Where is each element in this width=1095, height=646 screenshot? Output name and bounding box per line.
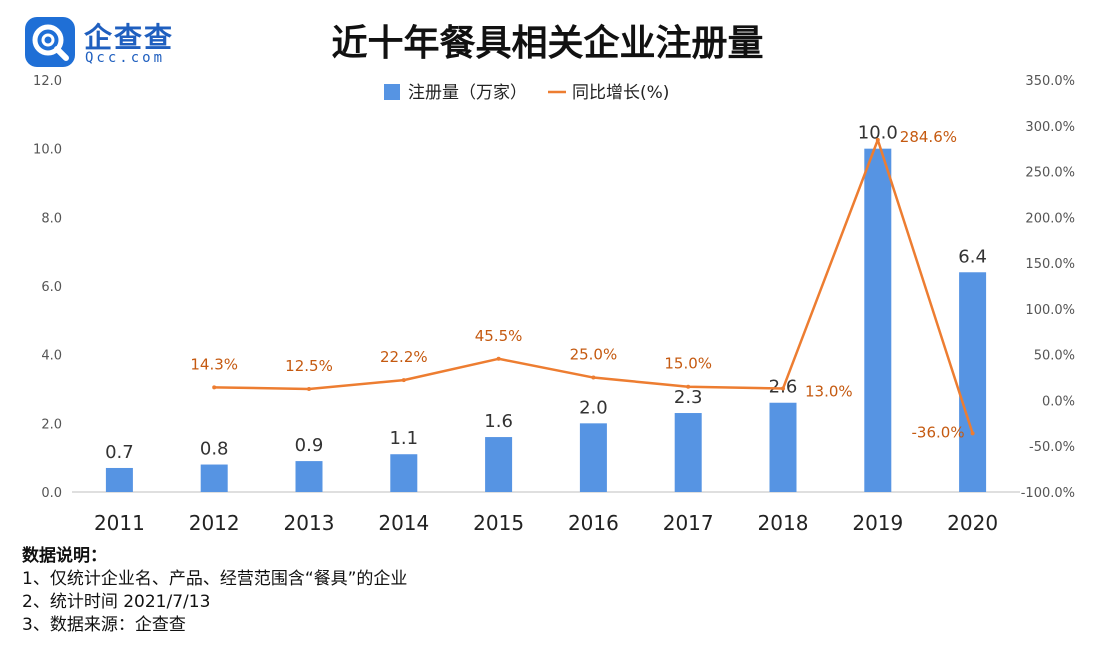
qcc-logo: 企查查 Qcc.com (24, 14, 224, 70)
y-right-tick-label: 250.0% (1025, 166, 1075, 181)
bar (295, 461, 323, 492)
x-tick-label: 2013 (284, 511, 335, 535)
y-left-tick-label: 0.0 (41, 486, 62, 501)
y-right-tick-label: 100.0% (1025, 303, 1075, 318)
notes-item: 1、仅统计企业名、产品、经营范围含“餐具”的企业 (22, 569, 408, 589)
growth-data-label: 45.5% (475, 327, 523, 345)
x-tick-label: 2011 (94, 511, 145, 535)
data-notes: 数据说明： 1、仅统计企业名、产品、经营范围含“餐具”的企业 2、统计时间 20… (22, 545, 407, 637)
bar (769, 402, 797, 492)
bar-data-label: 1.1 (389, 428, 418, 449)
y-left-tick-label: 10.0 (33, 143, 62, 158)
x-tick-label: 2015 (473, 511, 524, 535)
legend-bar-label: 注册量（万家） (408, 83, 527, 103)
growth-line (214, 138, 974, 434)
growth-data-label: -36.0% (912, 423, 965, 441)
y-left-tick-label: 12.0 (33, 74, 62, 89)
bar-data-label: 1.6 (484, 411, 513, 432)
x-tick-label: 2014 (378, 511, 429, 535)
bar (959, 272, 987, 492)
y-right-tick-label: 150.0% (1025, 257, 1075, 272)
growth-point (781, 386, 785, 391)
growth-point (212, 385, 217, 390)
x-tick-label: 2019 (852, 511, 903, 535)
growth-point (401, 378, 406, 383)
bar-data-label: 2.3 (674, 387, 703, 408)
growth-point (496, 356, 501, 361)
bar-data-label: 10.0 (858, 123, 898, 144)
legend-bar-swatch (384, 84, 400, 100)
growth-data-label: 12.5% (285, 357, 333, 375)
notes-item: 2、统计时间 2021/7/13 (22, 592, 211, 612)
chart-title: 近十年餐具相关企业注册量 (331, 23, 764, 64)
y-left-tick-label: 8.0 (41, 211, 62, 226)
growth-data-label: 22.2% (380, 348, 428, 366)
bar (674, 413, 702, 492)
bar (390, 454, 418, 492)
notes-heading: 数据说明： (22, 546, 107, 566)
growth-point (970, 431, 975, 436)
bar (105, 467, 133, 492)
bar (200, 464, 228, 492)
growth-data-label: 14.3% (190, 355, 238, 373)
bar-data-label: 6.4 (958, 246, 987, 267)
y-right-tick-label: -50.0% (1029, 440, 1075, 455)
growth-data-label: 284.6% (900, 128, 957, 146)
x-tick-label: 2012 (189, 511, 240, 535)
x-tick-label: 2017 (663, 511, 714, 535)
y-left-tick-label: 6.0 (41, 280, 62, 295)
bar-data-label: 0.8 (200, 439, 229, 460)
logo-sub: Qcc.com (85, 50, 166, 66)
y-right-tick-label: 200.0% (1025, 211, 1075, 226)
legend-line-label: 同比增长(%) (572, 83, 669, 103)
bar-data-label: 0.7 (105, 442, 134, 463)
y-right-tick-label: 50.0% (1034, 349, 1075, 364)
x-tick-label: 2016 (568, 511, 619, 535)
bar (485, 437, 513, 492)
x-tick-label: 2020 (947, 511, 998, 535)
growth-point (307, 387, 311, 391)
growth-data-label: 13.0% (805, 383, 853, 401)
y-left-tick-label: 2.0 (41, 417, 62, 432)
logo-name: 企查查 (84, 21, 175, 54)
y-left-tick-label: 4.0 (41, 349, 62, 364)
y-right-tick-label: 350.0% (1025, 74, 1075, 89)
bar-data-label: 0.9 (295, 435, 324, 456)
growth-data-label: 15.0% (664, 355, 712, 373)
growth-point (686, 384, 691, 389)
notes-item: 3、数据来源：企查查 (22, 615, 186, 635)
bar (864, 148, 892, 492)
x-tick-label: 2018 (758, 511, 809, 535)
y-right-tick-label: 300.0% (1025, 120, 1075, 135)
bar-data-label: 2.0 (579, 397, 608, 418)
qcc-logo-icon (25, 17, 75, 67)
y-right-tick-label: -100.0% (1021, 486, 1075, 501)
growth-point (591, 375, 596, 380)
growth-data-label: 25.0% (570, 346, 618, 364)
growth-point (875, 137, 880, 142)
bar (579, 423, 607, 492)
y-right-tick-label: 0.0% (1042, 394, 1075, 409)
